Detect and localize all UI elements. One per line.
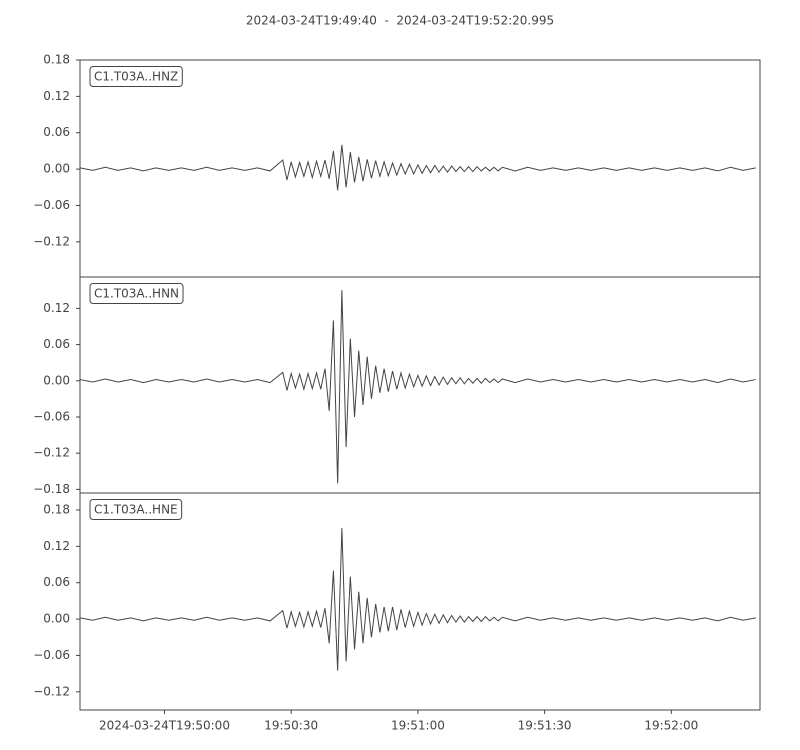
y-tick-label: −0.12 bbox=[33, 234, 70, 248]
trace-label-box bbox=[89, 283, 184, 304]
trace-label-box bbox=[89, 66, 183, 87]
y-tick-label: 0.06 bbox=[43, 575, 70, 589]
x-tick-label: 2024-03-24T19:50:00 bbox=[99, 719, 230, 733]
waveform bbox=[79, 290, 756, 484]
y-tick-label: −0.18 bbox=[33, 482, 70, 496]
panel-frame bbox=[79, 492, 761, 711]
y-tick-label: 0.00 bbox=[43, 162, 70, 176]
waveform bbox=[79, 528, 756, 671]
y-tick-label: 0.00 bbox=[43, 612, 70, 626]
y-tick-label: 0.18 bbox=[43, 502, 70, 516]
y-tick-label: −0.06 bbox=[33, 198, 70, 212]
trace-label: C1.T03A..HNZ bbox=[94, 70, 178, 84]
y-tick-label: 0.12 bbox=[43, 89, 70, 103]
y-tick-label: 0.12 bbox=[43, 539, 70, 553]
x-tick-label: 19:52:00 bbox=[644, 719, 698, 733]
y-tick-label: 0.18 bbox=[43, 53, 70, 67]
y-tick-label: 0.00 bbox=[43, 373, 70, 387]
waveform bbox=[79, 144, 756, 191]
trace-label-box bbox=[89, 499, 183, 520]
x-tick-label: 19:51:30 bbox=[518, 719, 572, 733]
y-tick-label: −0.06 bbox=[33, 648, 70, 662]
chart-title: 2024-03-24T19:49:40 - 2024-03-24T19:52:2… bbox=[246, 14, 554, 28]
y-tick-label: 0.06 bbox=[43, 125, 70, 139]
y-tick-label: 0.12 bbox=[43, 301, 70, 315]
x-tick-label: 19:50:30 bbox=[264, 719, 318, 733]
y-tick-label: 0.06 bbox=[43, 337, 70, 351]
y-tick-label: −0.06 bbox=[33, 409, 70, 423]
trace-label: C1.T03A..HNN bbox=[94, 287, 179, 301]
y-tick-label: −0.12 bbox=[33, 446, 70, 460]
x-tick-label: 19:51:00 bbox=[391, 719, 445, 733]
y-tick-label: −0.12 bbox=[33, 684, 70, 698]
trace-label: C1.T03A..HNE bbox=[94, 503, 178, 517]
